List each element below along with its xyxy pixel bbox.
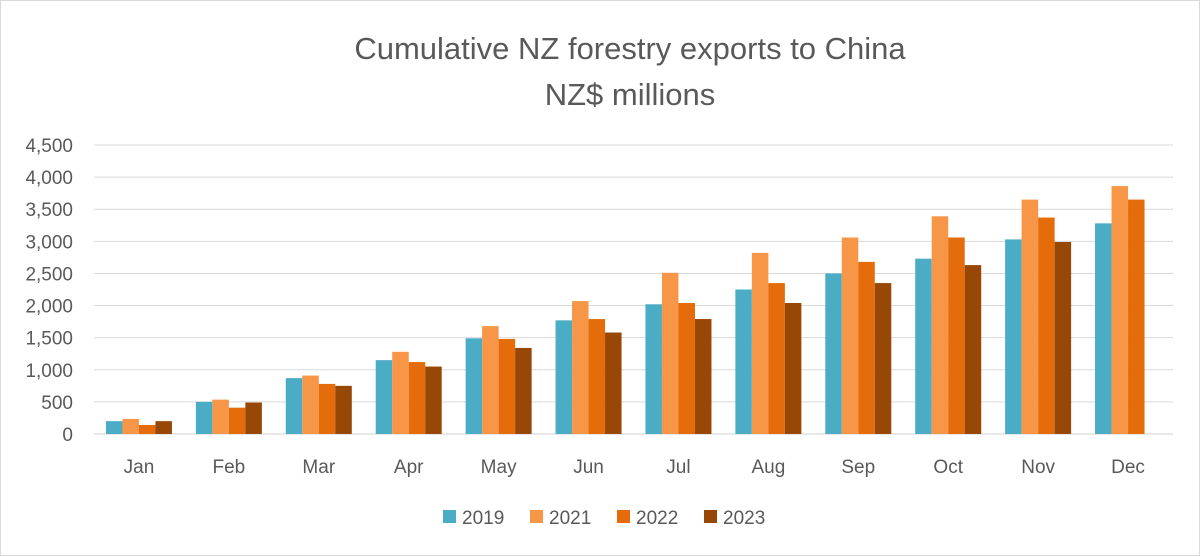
bar-2021-apr bbox=[392, 351, 409, 434]
bar-2022-mar bbox=[318, 383, 336, 434]
x-tick-label: Aug bbox=[751, 457, 785, 478]
bar-2019-feb bbox=[195, 401, 213, 434]
bar-2019-apr bbox=[375, 360, 393, 434]
x-tick-label: Nov bbox=[1021, 457, 1055, 478]
bar-2023-apr bbox=[425, 366, 442, 434]
legend-swatch-2022 bbox=[617, 510, 630, 523]
bar-2023-sep bbox=[874, 283, 892, 434]
legend-swatch-2019 bbox=[443, 510, 456, 523]
y-tick-label: 2,000 bbox=[25, 297, 73, 318]
gridlines bbox=[94, 144, 1173, 435]
bar-2021-sep bbox=[841, 237, 859, 434]
bar-2022-may bbox=[498, 338, 516, 434]
bar-2021-jun bbox=[572, 301, 589, 434]
y-tick-label: 2,500 bbox=[25, 264, 73, 285]
bar-2021-dec bbox=[1111, 186, 1129, 434]
y-tick-label: 500 bbox=[41, 393, 73, 414]
legend-label-2023: 2023 bbox=[723, 508, 765, 529]
x-axis-ticks: Jan Feb Mar Apr May Jun Jul Aug Sep Oct Nov Dec bbox=[124, 457, 1145, 478]
bar-2022-jun bbox=[588, 319, 606, 434]
chart-title-line-2: NZ$ millions bbox=[545, 77, 716, 112]
bar-2022-oct bbox=[948, 237, 965, 434]
bar-2019-sep bbox=[825, 273, 842, 434]
x-tick-label: Dec bbox=[1111, 457, 1145, 478]
bar-2019-nov bbox=[1005, 239, 1022, 434]
x-tick-label: Oct bbox=[933, 457, 963, 478]
x-tick-label: Jan bbox=[124, 457, 155, 478]
y-tick-label: 0 bbox=[62, 425, 73, 446]
bar-2023-may bbox=[515, 347, 532, 434]
x-tick-label: May bbox=[481, 457, 517, 478]
y-tick-label: 1,000 bbox=[25, 361, 73, 382]
bar-2021-mar bbox=[302, 375, 319, 434]
chart-title-line-1: Cumulative NZ forestry exports to China bbox=[354, 31, 906, 66]
bar-2022-jan bbox=[138, 425, 156, 434]
legend: 2019 2021 2022 2023 bbox=[443, 508, 765, 529]
x-tick-label: Apr bbox=[394, 457, 424, 478]
bar-2022-apr bbox=[408, 362, 426, 434]
bar-2021-nov bbox=[1021, 199, 1039, 434]
bar-2022-sep bbox=[858, 261, 875, 434]
bar-2019-mar bbox=[285, 378, 303, 434]
bar-2019-jul bbox=[645, 304, 662, 434]
x-tick-label: Sep bbox=[841, 457, 875, 478]
bar-2021-aug bbox=[751, 252, 769, 434]
bar-2023-jul bbox=[694, 319, 712, 434]
bar-2021-jul bbox=[661, 272, 679, 434]
legend-label-2022: 2022 bbox=[636, 508, 678, 529]
y-tick-label: 3,000 bbox=[25, 232, 73, 253]
bar-2021-jan bbox=[122, 418, 139, 434]
legend-swatch-2021 bbox=[530, 510, 543, 523]
x-tick-label: Mar bbox=[302, 457, 335, 478]
bar-2022-nov bbox=[1038, 217, 1055, 434]
bar-2023-nov bbox=[1054, 241, 1072, 434]
bar-2019-jun bbox=[555, 320, 573, 434]
bar-2019-oct bbox=[915, 258, 932, 434]
x-tick-label: Jul bbox=[666, 457, 690, 478]
bar-2023-oct bbox=[964, 265, 982, 434]
bar-2023-feb bbox=[245, 402, 262, 434]
legend-label-2021: 2021 bbox=[549, 508, 591, 529]
bar-2021-feb bbox=[212, 399, 229, 434]
bar-2023-jun bbox=[605, 332, 622, 434]
bar-2019-may bbox=[465, 338, 483, 434]
y-tick-label: 4,000 bbox=[25, 168, 73, 189]
bar-2021-oct bbox=[931, 216, 949, 434]
legend-label-2019: 2019 bbox=[462, 508, 504, 529]
y-tick-label: 4,500 bbox=[25, 136, 73, 157]
bar-2023-aug bbox=[784, 302, 802, 434]
bar-2022-dec bbox=[1128, 199, 1145, 434]
bar-2019-aug bbox=[735, 289, 752, 434]
y-tick-label: 3,500 bbox=[25, 200, 73, 221]
bar-2021-may bbox=[482, 326, 499, 434]
bar-2022-aug bbox=[768, 283, 785, 434]
bar-2023-jan bbox=[155, 421, 172, 434]
legend-swatch-2023 bbox=[704, 510, 717, 523]
bar-2019-dec bbox=[1095, 223, 1112, 434]
bar-2022-jul bbox=[678, 302, 695, 434]
x-tick-label: Feb bbox=[213, 457, 246, 478]
bar-2023-mar bbox=[335, 385, 352, 434]
y-axis-ticks: 0 500 1,000 1,500 2,000 2,500 3,000 3,500 4,000 4… bbox=[25, 136, 73, 446]
bars bbox=[105, 186, 1145, 434]
bar-2022-feb bbox=[228, 407, 246, 434]
x-tick-label: Jun bbox=[573, 457, 604, 478]
bar-2019-jan bbox=[105, 421, 123, 434]
y-tick-label: 1,500 bbox=[25, 329, 73, 350]
